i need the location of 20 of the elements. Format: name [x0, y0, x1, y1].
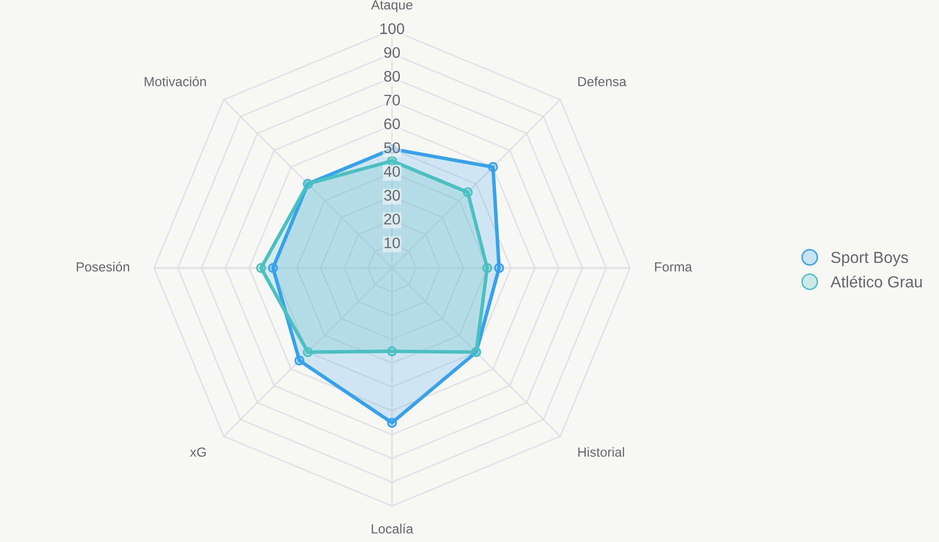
y-tick-label: 100 [380, 23, 404, 34]
y-tick-label: 10 [384, 237, 400, 248]
legend-label: Atlético Grau [830, 276, 922, 288]
y-tick-label: 70 [384, 94, 400, 106]
spoke-label: Localía [372, 524, 414, 534]
spoke-label: Forma [655, 262, 692, 272]
spoke-label: Ataque [371, 0, 412, 12]
spoke-label: Defensa [578, 76, 626, 86]
spoke-label: xG [190, 447, 206, 457]
spoke-label: Historial [578, 447, 624, 457]
y-tick-label: 80 [384, 70, 400, 82]
spoke-label: Motivación [144, 76, 206, 86]
y-tick-label: 20 [384, 214, 400, 224]
y-tick-label: 30 [384, 190, 400, 201]
y-tick-label: 90 [384, 47, 400, 58]
spoke-label: Posesión [76, 262, 130, 272]
y-tick-label: 50 [384, 142, 400, 154]
legend-label: Sport Boys [831, 252, 908, 266]
y-tick-label: 60 [384, 118, 400, 130]
y-tick-label: 40 [384, 166, 400, 177]
